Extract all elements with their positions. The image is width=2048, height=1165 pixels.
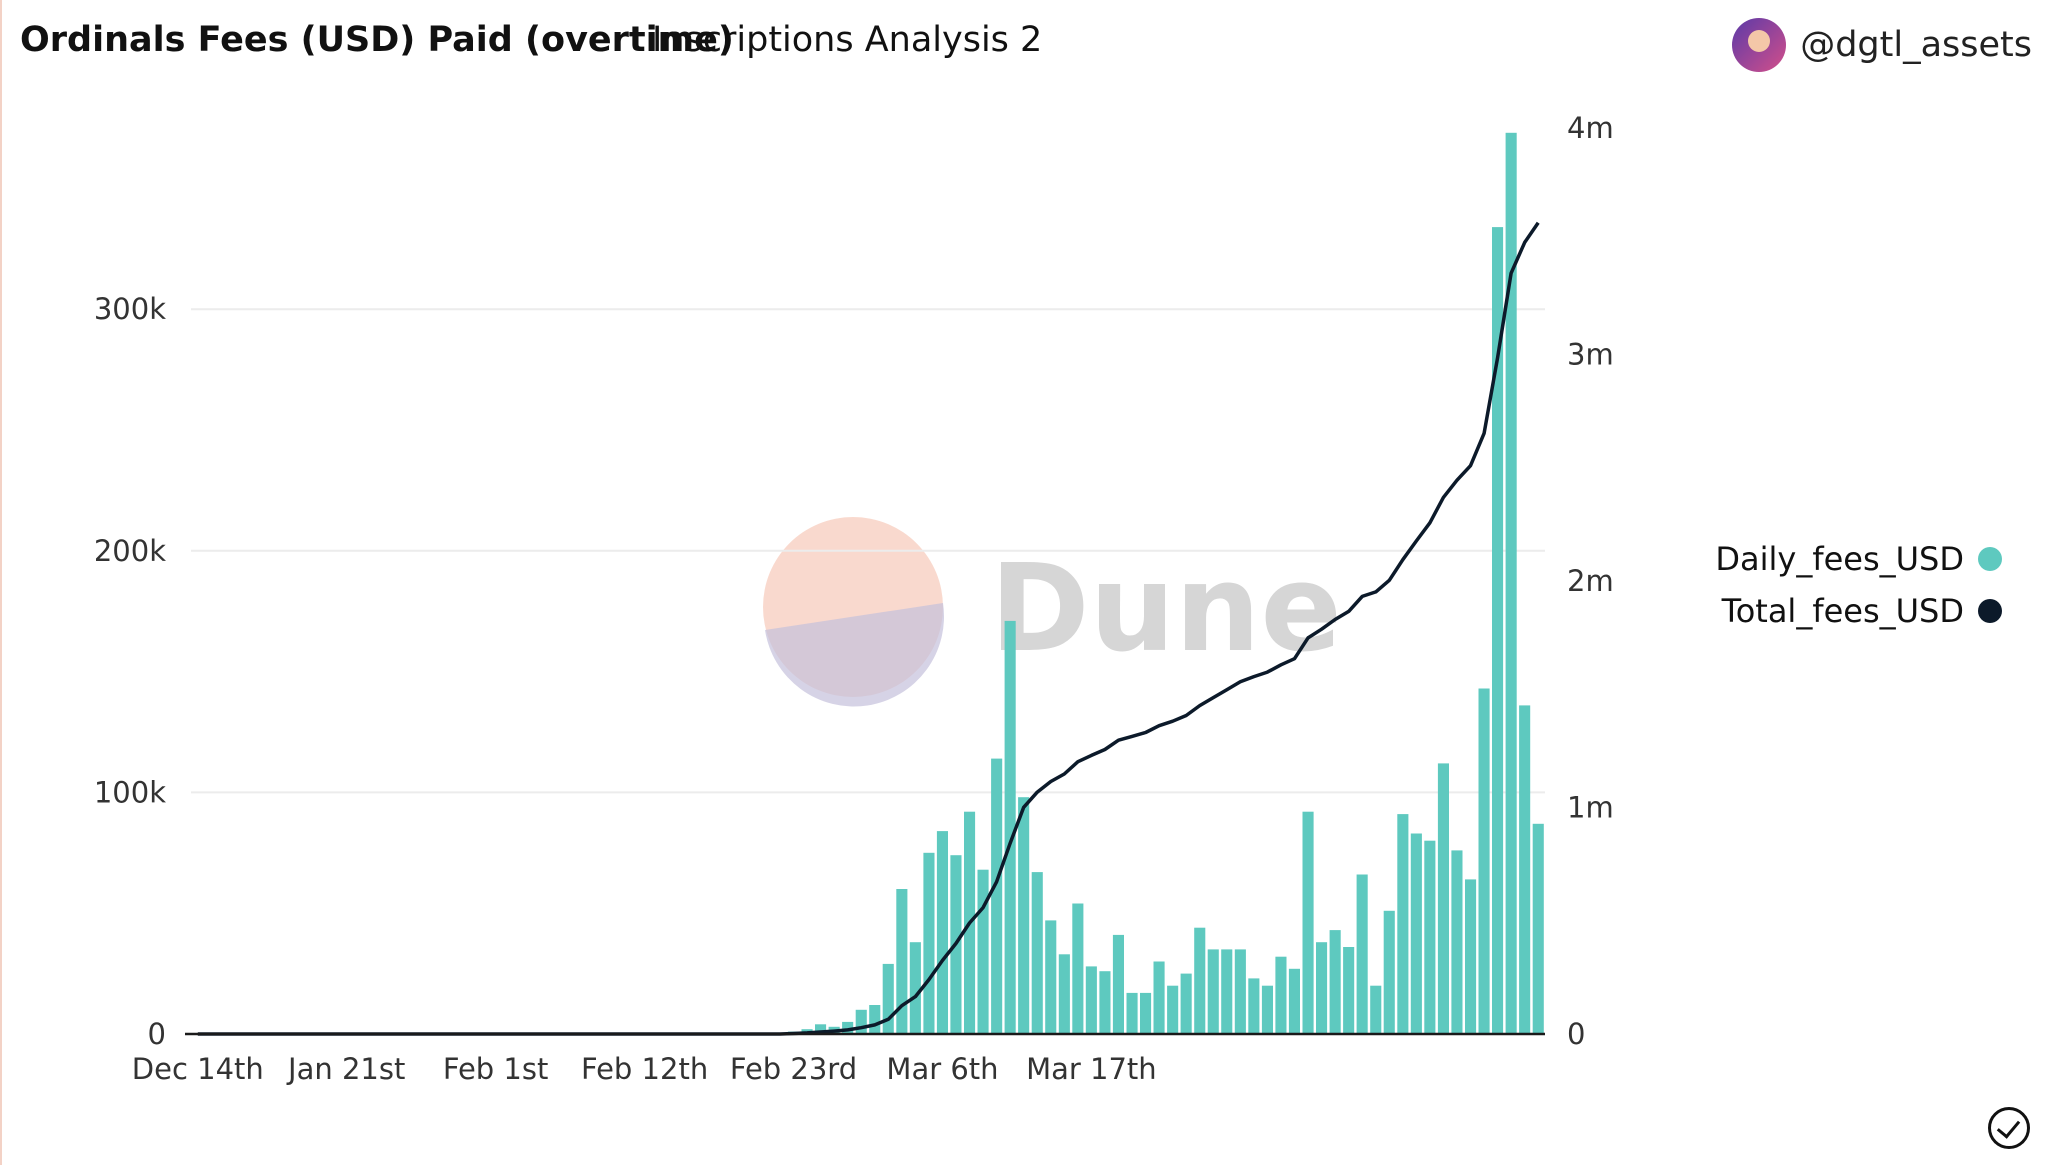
- daily-fees-bar[interactable]: [1153, 961, 1165, 1035]
- x-tick-label: Mar 17th: [1026, 1052, 1157, 1086]
- daily-fees-bar[interactable]: [1221, 949, 1233, 1034]
- y-left-tick-label: 200k: [94, 534, 166, 568]
- y-right-tick-label: 4m: [1567, 111, 1614, 145]
- daily-fees-bar[interactable]: [1126, 992, 1138, 1034]
- verified-check-icon[interactable]: [1988, 1107, 2030, 1149]
- x-tick-label: Dec 14th: [132, 1052, 264, 1086]
- daily-fees-bar[interactable]: [1302, 811, 1314, 1034]
- daily-fees-bar[interactable]: [1045, 920, 1057, 1034]
- query-name[interactable]: Inscriptions Analysis 2: [652, 20, 1043, 60]
- daily-fees-bar[interactable]: [1234, 949, 1246, 1034]
- author-badge[interactable]: @dgtl_assets: [1732, 18, 2032, 72]
- daily-fees-bar[interactable]: [1316, 942, 1328, 1034]
- y-left-tick-label: 100k: [94, 775, 166, 809]
- x-tick-label: Feb 1st: [443, 1052, 549, 1086]
- legend: Daily_fees_USD Total_fees_USD: [1715, 533, 2002, 637]
- y-left-tick-label: 300k: [94, 292, 166, 326]
- legend-item-daily[interactable]: Daily_fees_USD: [1715, 533, 2002, 585]
- daily-fees-bar[interactable]: [1248, 978, 1260, 1034]
- daily-fees-bar[interactable]: [1004, 620, 1016, 1034]
- daily-fees-bar[interactable]: [1288, 968, 1300, 1034]
- watermark-text: Dune: [990, 540, 1342, 679]
- daily-fees-bar[interactable]: [1343, 947, 1355, 1034]
- daily-fees-bar[interactable]: [936, 831, 948, 1034]
- author-handle[interactable]: @dgtl_assets: [1800, 25, 2032, 65]
- daily-fees-bar[interactable]: [855, 1009, 867, 1034]
- left-border: [0, 0, 2, 1165]
- daily-fees-bar[interactable]: [1261, 985, 1273, 1034]
- daily-fees-bar[interactable]: [1180, 973, 1192, 1034]
- daily-fees-bar[interactable]: [1356, 874, 1368, 1035]
- daily-fees-bar[interactable]: [977, 869, 989, 1034]
- daily-fees-bar[interactable]: [815, 1024, 827, 1034]
- legend-label-daily: Daily_fees_USD: [1715, 540, 1964, 578]
- daily-fees-bar[interactable]: [1437, 763, 1449, 1034]
- daily-fees-bar[interactable]: [1031, 872, 1043, 1034]
- daily-fees-bar[interactable]: [1058, 954, 1070, 1034]
- daily-fees-bar[interactable]: [1370, 985, 1382, 1034]
- daily-fees-bar[interactable]: [991, 758, 1003, 1034]
- daily-fees-bar[interactable]: [1112, 934, 1124, 1034]
- daily-fees-bar[interactable]: [842, 1021, 854, 1034]
- daily-fees-bar[interactable]: [1465, 879, 1477, 1034]
- legend-swatch-total-icon: [1978, 599, 2002, 623]
- daily-fees-bar[interactable]: [1451, 850, 1463, 1034]
- daily-fees-bar[interactable]: [896, 889, 908, 1034]
- legend-swatch-daily-icon: [1978, 547, 2002, 571]
- x-tick-label: Jan 21st: [286, 1052, 405, 1086]
- daily-fees-bar[interactable]: [1383, 910, 1395, 1034]
- dune-logo-lower-icon: [765, 603, 945, 707]
- daily-fees-bar[interactable]: [1018, 797, 1030, 1034]
- x-tick-label: Feb 12th: [581, 1052, 708, 1086]
- x-tick-label: Feb 23rd: [730, 1052, 857, 1086]
- y-right-tick-label: 0: [1567, 1017, 1585, 1051]
- daily-fees-bar[interactable]: [1140, 992, 1152, 1034]
- dune-watermark: Dune: [763, 517, 1342, 707]
- legend-label-total: Total_fees_USD: [1721, 592, 1964, 630]
- daily-fees-bar[interactable]: [1275, 956, 1287, 1034]
- daily-fees-bar[interactable]: [869, 1005, 881, 1034]
- x-tick-label: Mar 6th: [886, 1052, 998, 1086]
- daily-fees-bar[interactable]: [1505, 132, 1517, 1035]
- daily-fees-bar[interactable]: [923, 852, 935, 1034]
- daily-fees-bar[interactable]: [1532, 823, 1544, 1034]
- y-right-tick-label: 2m: [1567, 564, 1614, 598]
- y-right-tick-label: 1m: [1567, 791, 1614, 825]
- daily-fees-bar[interactable]: [882, 963, 894, 1034]
- daily-fees-bar[interactable]: [1167, 985, 1179, 1034]
- daily-fees-bar[interactable]: [1085, 966, 1097, 1034]
- daily-fees-bar[interactable]: [909, 942, 921, 1034]
- daily-fees-bar[interactable]: [1072, 903, 1084, 1035]
- daily-fees-bar[interactable]: [1397, 814, 1409, 1034]
- y-right-tick-label: 3m: [1567, 338, 1614, 372]
- daily-fees-bar[interactable]: [1207, 949, 1219, 1034]
- daily-fees-bar[interactable]: [1194, 927, 1206, 1034]
- daily-fees-bar[interactable]: [1424, 840, 1436, 1034]
- daily-fees-bar[interactable]: [1492, 227, 1504, 1035]
- daily-fees-bar[interactable]: [1099, 971, 1111, 1034]
- avatar[interactable]: [1732, 18, 1787, 72]
- daily-fees-bar[interactable]: [1478, 688, 1490, 1035]
- daily-fees-bar[interactable]: [1329, 930, 1341, 1034]
- legend-item-total[interactable]: Total_fees_USD: [1715, 585, 2002, 637]
- chart-title: Ordinals Fees (USD) Paid (overtime): [20, 20, 734, 60]
- daily-fees-bar[interactable]: [1410, 833, 1422, 1035]
- daily-fees-bar[interactable]: [1519, 705, 1531, 1034]
- y-left-tick-label: 0: [148, 1017, 166, 1051]
